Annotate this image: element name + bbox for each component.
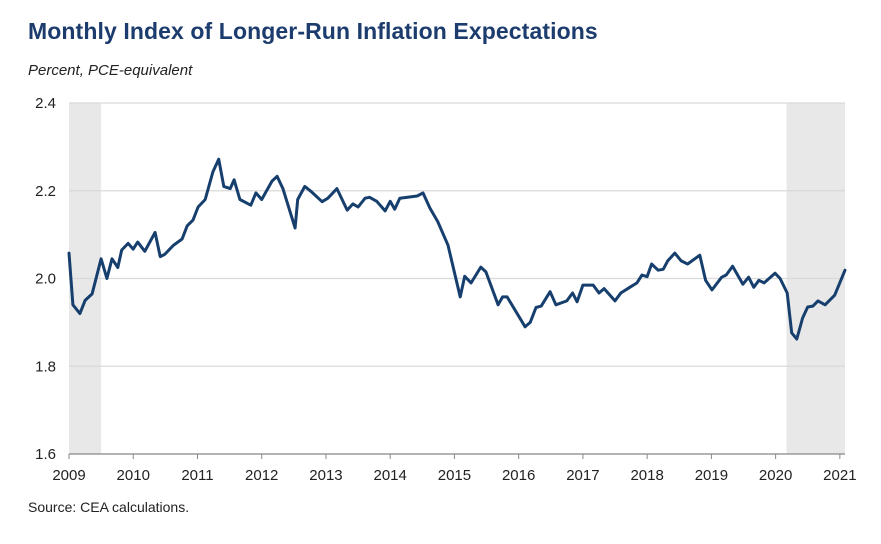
x-tick-label: 2014 (374, 467, 407, 484)
x-tick-label: 2012 (245, 467, 278, 484)
x-tick-label: 2017 (566, 467, 599, 484)
x-tick-label: 2013 (309, 467, 342, 484)
x-tick-label: 2016 (502, 467, 535, 484)
x-tick-label: 2015 (438, 467, 471, 484)
y-tick-label: 2.4 (35, 95, 56, 112)
y-tick-label: 2.0 (35, 271, 56, 288)
chart-source: Source: CEA calculations. (28, 499, 190, 515)
y-tick-label: 1.6 (35, 446, 56, 463)
x-tick-label: 2011 (181, 467, 213, 484)
x-tick-label: 2020 (759, 467, 792, 484)
chart-subtitle: Percent, PCE-equivalent (28, 62, 193, 79)
y-tick-label: 1.8 (35, 358, 56, 375)
x-tick-label: 2019 (695, 467, 728, 484)
series-line (67, 157, 847, 341)
y-tick-label: 2.2 (35, 183, 56, 200)
x-tick-label: 2009 (52, 467, 85, 484)
x-tick-label: 2018 (630, 467, 663, 484)
chart-title: Monthly Index of Longer-Run Inflation Ex… (28, 18, 598, 44)
x-tick-label: 2010 (117, 467, 150, 484)
x-tick-label: 2021 (823, 467, 856, 484)
